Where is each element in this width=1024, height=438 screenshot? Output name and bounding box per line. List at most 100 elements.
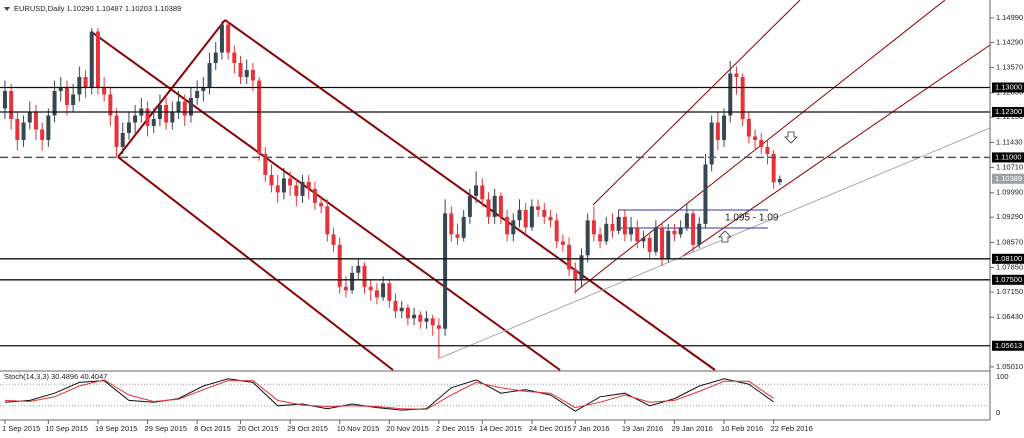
candle-body	[33, 111, 38, 130]
candle-body	[120, 132, 125, 147]
y-tick-label: 1.14290	[996, 37, 1023, 46]
candle-body	[399, 307, 404, 312]
x-tick-label: 10 Feb 2016	[721, 424, 763, 433]
candle-body	[387, 283, 392, 301]
candle-body	[653, 227, 658, 252]
candle-body	[207, 63, 212, 88]
candle-body	[250, 70, 255, 81]
candle-body	[771, 153, 776, 183]
channel-line	[679, 44, 991, 259]
candle-body	[591, 220, 596, 235]
candle-body	[312, 188, 317, 203]
candle-body	[709, 122, 714, 165]
x-tick-label: 24 Dec 2015	[529, 424, 572, 433]
arrow-down	[784, 131, 798, 144]
candle-body	[622, 216, 627, 235]
indicator-tick-label: 100	[996, 372, 1009, 381]
candle-body	[195, 91, 200, 98]
candle-body	[480, 185, 485, 200]
candle-body	[126, 122, 131, 133]
candle-body	[585, 220, 590, 256]
candle-body	[412, 314, 417, 319]
candle-body	[257, 80, 262, 154]
level-label-box	[992, 173, 1024, 184]
x-tick-label: 10 Sep 2015	[45, 424, 88, 433]
candle-body	[269, 174, 274, 186]
level-label-box	[992, 340, 1024, 351]
candle-body	[455, 234, 460, 238]
candle-body	[300, 181, 305, 196]
candle-body	[15, 118, 20, 140]
candle-body	[281, 178, 286, 193]
candle-body	[703, 164, 708, 224]
x-tick-label: 8 Oct 2015	[194, 424, 231, 433]
candle-body	[133, 115, 138, 123]
candle-body	[356, 265, 361, 273]
candle-body	[474, 185, 479, 196]
candle-body	[337, 244, 342, 287]
candle-body	[467, 195, 472, 217]
candle-body	[548, 216, 553, 221]
candle-body	[436, 325, 441, 329]
candle-body	[58, 87, 63, 92]
y-tick-label: 1.13570	[996, 63, 1023, 72]
candle-body	[734, 73, 739, 78]
x-tick-label: 19 Jan 2016	[622, 424, 663, 433]
y-tick-label: 1.07150	[996, 287, 1023, 296]
candle-body	[381, 283, 386, 298]
x-tick-label: 29 Jan 2016	[671, 424, 712, 433]
candle-body	[573, 269, 578, 280]
x-tick-label: 7 Jan 2016	[572, 424, 609, 433]
candle-body	[306, 181, 311, 189]
candle-body	[77, 77, 82, 95]
candle-body	[554, 220, 559, 242]
candle-body	[368, 286, 373, 291]
candle-body	[145, 108, 150, 126]
candle-body	[672, 230, 677, 235]
candle-body	[505, 216, 510, 235]
y-tick-label: 1.09990	[996, 188, 1023, 197]
trend-line	[439, 127, 991, 359]
candle-body	[288, 178, 293, 186]
candle-body	[598, 234, 603, 242]
annotation: 1.095 - 1.09	[725, 213, 779, 224]
candle-body	[188, 97, 193, 116]
candle-body	[40, 129, 45, 140]
arrow-up	[718, 230, 732, 243]
candle-body	[517, 209, 522, 221]
level-label-box	[992, 82, 1024, 93]
candle-body	[616, 216, 621, 231]
candle-body	[9, 91, 14, 119]
candle-body	[71, 94, 76, 105]
candle-body	[641, 237, 646, 242]
y-tick-label: 1.06430	[996, 312, 1023, 321]
candle-body	[740, 77, 745, 119]
candle-body	[418, 314, 423, 322]
candle-body	[343, 286, 348, 291]
candle-body	[232, 52, 237, 64]
level-label: 1.12300	[995, 107, 1022, 116]
candle-body	[226, 24, 231, 53]
candle-body	[759, 139, 764, 147]
y-tick-label: 1.10710	[996, 163, 1023, 172]
candle-body	[486, 199, 491, 217]
candle-body	[176, 101, 181, 112]
y-tick-label: 1.09290	[996, 212, 1023, 221]
level-label: 1.11000	[995, 152, 1022, 161]
candle-body	[449, 213, 454, 235]
candle-body	[350, 272, 355, 291]
candle-body	[567, 244, 572, 270]
level-label-box	[992, 253, 1024, 264]
candle-body	[691, 213, 696, 245]
candle-body	[529, 206, 534, 228]
candle-body	[325, 206, 330, 235]
candle-body	[629, 227, 634, 235]
candle-body	[182, 101, 187, 116]
level-label-box	[992, 274, 1024, 285]
candle-body	[2, 91, 7, 109]
candle-body	[697, 223, 702, 245]
level-label: 1.13000	[995, 82, 1022, 91]
title-icon	[4, 7, 10, 11]
